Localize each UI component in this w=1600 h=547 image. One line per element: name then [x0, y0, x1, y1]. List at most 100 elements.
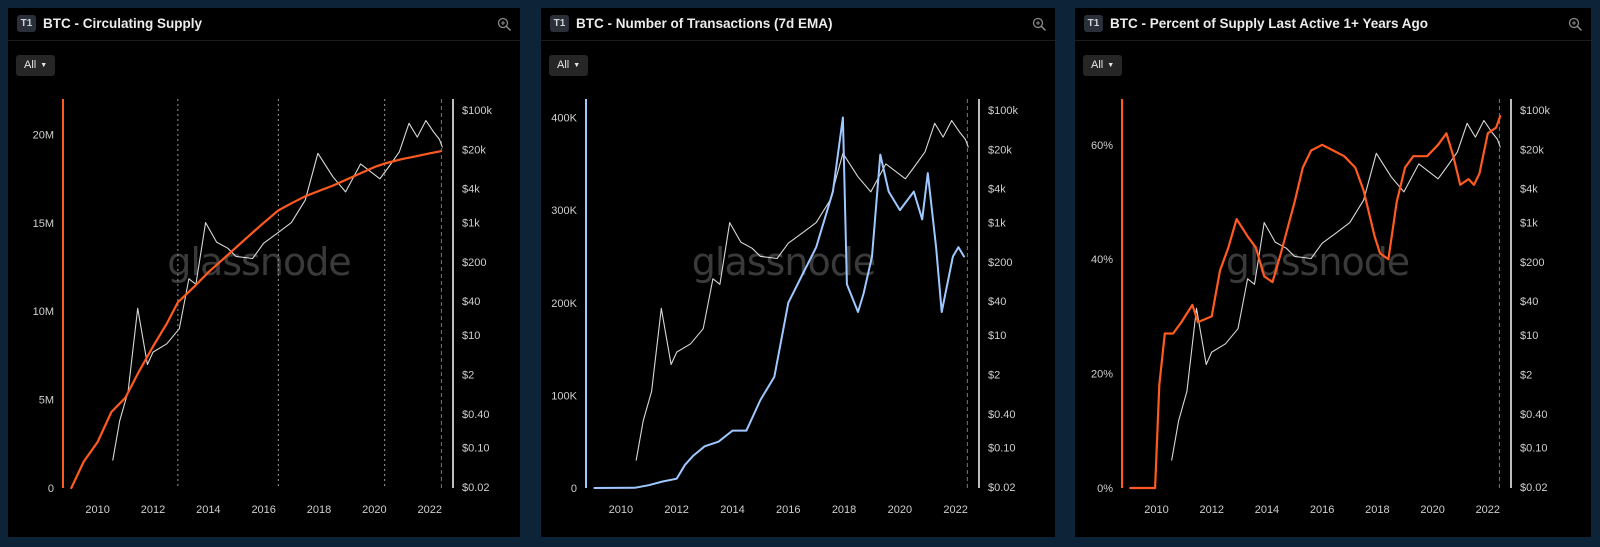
y-right-tick-label: $200: [1520, 257, 1544, 269]
x-tick-label: 2020: [1420, 504, 1444, 516]
y-right-tick-label: $0.40: [988, 409, 1016, 421]
chart-panel-transactions: T1 BTC - Number of Transactions (7d EMA)…: [541, 8, 1055, 537]
y-right-tick-label: $2: [1520, 369, 1532, 381]
x-tick-label: 2014: [1255, 504, 1279, 516]
y-right-tick-label: $1k: [462, 218, 480, 230]
x-tick-label: 2012: [141, 504, 165, 516]
y-right-tick-label: $10: [1520, 330, 1538, 342]
btc-price-line: [635, 119, 969, 461]
y-right-tick-label: $0.10: [1520, 443, 1548, 455]
y-right-tick-label: $2: [988, 369, 1000, 381]
x-tick-label: 2018: [307, 504, 331, 516]
y-right-tick-label: $0.40: [462, 409, 490, 421]
y-left-tick-label: 15M: [33, 218, 54, 230]
panel-title: BTC - Percent of Supply Last Active 1+ Y…: [1110, 16, 1428, 31]
x-tick-label: 2010: [85, 504, 109, 516]
tier-badge: T1: [550, 15, 569, 32]
x-tick-label: 2016: [251, 504, 275, 516]
panel-header: T1 BTC - Number of Transactions (7d EMA): [541, 8, 1055, 41]
y-right-tick-label: $20k: [462, 144, 486, 156]
x-tick-label: 2014: [196, 504, 220, 516]
y-left-tick-label: 200K: [551, 298, 577, 310]
tier-badge: T1: [17, 15, 36, 32]
x-tick-label: 2016: [776, 504, 800, 516]
x-tick-label: 2022: [1476, 504, 1500, 516]
y-left-tick-label: 60%: [1091, 140, 1113, 152]
chart-area: glassnode0100K200K300K400K$0.02$0.10$0.4…: [551, 99, 1018, 516]
y-left-tick-label: 5M: [39, 395, 54, 407]
y-right-tick-label: $4k: [988, 184, 1006, 196]
y-left-tick-label: 400K: [551, 113, 577, 125]
time-range-dropdown[interactable]: All ▼: [1083, 55, 1123, 76]
y-left-tick-label: 100K: [551, 390, 577, 402]
y-right-tick-label: $4k: [1520, 184, 1538, 196]
caret-down-icon: ▼: [1107, 62, 1115, 69]
y-right-tick-label: $0.02: [462, 482, 490, 494]
y-right-tick-label: $4k: [462, 184, 480, 196]
y-left-tick-label: 0: [571, 483, 577, 495]
y-left-tick-label: 0%: [1097, 483, 1113, 495]
zoom-icon[interactable]: [1568, 17, 1583, 32]
chart-panel-supply-last-active: T1 BTC - Percent of Supply Last Active 1…: [1075, 8, 1591, 537]
primary-metric-line: [1129, 115, 1502, 490]
primary-metric-line: [593, 116, 965, 489]
x-tick-label: 2014: [720, 504, 744, 516]
y-right-tick-label: $0.02: [988, 482, 1016, 494]
time-range-label: All: [24, 59, 37, 71]
y-right-tick-label: $40: [1520, 296, 1538, 308]
y-right-tick-label: $20k: [1520, 144, 1544, 156]
btc-price-line: [1171, 119, 1501, 461]
y-right-tick-label: $1k: [988, 218, 1006, 230]
y-right-tick-label: $200: [988, 257, 1012, 269]
y-right-tick-label: $10: [462, 330, 480, 342]
tier-badge: T1: [1084, 15, 1103, 32]
y-right-tick-label: $100k: [988, 105, 1018, 117]
x-tick-label: 2012: [664, 504, 688, 516]
y-right-tick-label: $0.40: [1520, 409, 1548, 421]
x-tick-label: 2010: [609, 504, 633, 516]
x-tick-label: 2018: [1365, 504, 1389, 516]
primary-metric-line: [70, 150, 442, 490]
y-right-tick-label: $0.10: [462, 443, 490, 455]
y-left-tick-label: 20%: [1091, 369, 1113, 381]
zoom-icon[interactable]: [1032, 17, 1047, 32]
y-left-tick-label: 10M: [33, 306, 54, 318]
watermark: glassnode: [167, 240, 350, 284]
panel-header: T1 BTC - Circulating Supply: [8, 8, 520, 41]
caret-down-icon: ▼: [40, 62, 48, 69]
x-tick-label: 2022: [418, 504, 442, 516]
y-right-tick-label: $10: [988, 330, 1006, 342]
zoom-icon[interactable]: [497, 17, 512, 32]
chart-area: glassnode 0 5M 10M 15M 20M $0.02 $0.10 $0.40 $2 $1…: [33, 99, 492, 516]
panel-title: BTC - Number of Transactions (7d EMA): [576, 16, 833, 31]
y-right-tick-label: $40: [988, 296, 1006, 308]
panel-header: T1 BTC - Percent of Supply Last Active 1…: [1075, 8, 1591, 41]
time-range-label: All: [1091, 59, 1104, 71]
x-tick-label: 2020: [362, 504, 386, 516]
x-tick-label: 2018: [832, 504, 856, 516]
y-right-tick-label: $0.02: [1520, 482, 1548, 494]
y-right-tick-label: $2: [462, 369, 474, 381]
chart-area: glassnode 0% 20% 40% 60% $0.02 $0.10 $0.40 $2 $10…: [1091, 99, 1550, 516]
time-range-dropdown[interactable]: All ▼: [549, 55, 589, 76]
y-left-tick-label: 300K: [551, 205, 577, 217]
chart-panel-circulating-supply: T1 BTC - Circulating Supply All ▼ glassno…: [8, 8, 520, 537]
caret-down-icon: ▼: [573, 62, 581, 69]
btc-price-line: [112, 119, 443, 461]
y-right-tick-label: $20k: [988, 144, 1012, 156]
x-tick-label: 2012: [1199, 504, 1223, 516]
y-right-tick-label: $1k: [1520, 218, 1538, 230]
x-tick-label: 2016: [1310, 504, 1334, 516]
x-tick-label: 2010: [1144, 504, 1168, 516]
panel-title: BTC - Circulating Supply: [43, 16, 203, 31]
time-range-dropdown[interactable]: All ▼: [16, 55, 56, 76]
y-left-tick-label: 20M: [33, 129, 54, 141]
y-left-tick-label: 40%: [1091, 254, 1113, 266]
x-tick-label: 2020: [888, 504, 912, 516]
watermark: glassnode: [1226, 240, 1409, 284]
y-right-tick-label: $100k: [1520, 105, 1550, 117]
y-left-tick-label: 0: [48, 483, 54, 495]
y-right-tick-label: $200: [462, 257, 486, 269]
y-right-tick-label: $0.10: [988, 443, 1016, 455]
time-range-label: All: [557, 59, 570, 71]
